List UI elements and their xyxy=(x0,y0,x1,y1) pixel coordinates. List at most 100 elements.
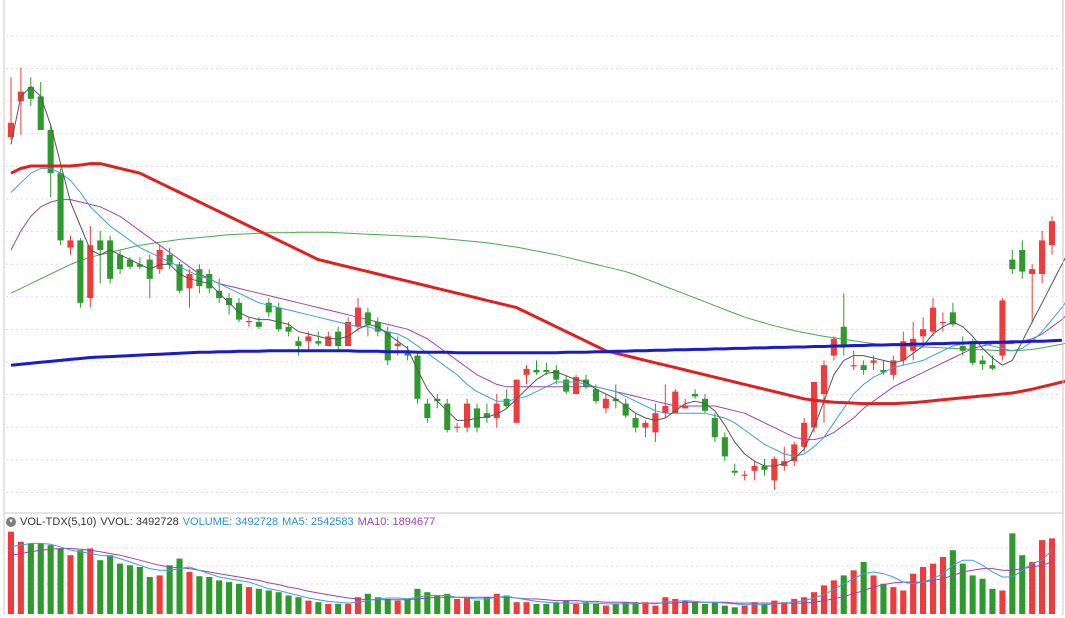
candle-body xyxy=(811,382,818,428)
candle-body xyxy=(989,365,996,369)
candle-body xyxy=(176,264,183,291)
volume-bar xyxy=(156,575,163,614)
candle xyxy=(136,257,143,270)
candle xyxy=(612,384,619,409)
candle-body xyxy=(860,365,867,370)
candle-body xyxy=(37,96,44,130)
candle-body xyxy=(305,336,312,342)
candle xyxy=(830,336,837,361)
candle-body xyxy=(245,321,252,323)
volume-bar xyxy=(107,555,114,614)
candle xyxy=(751,461,758,481)
candle-body xyxy=(731,470,738,473)
candle-body xyxy=(424,403,431,418)
candle xyxy=(811,382,818,433)
volume-bar xyxy=(801,597,808,614)
volume-bar xyxy=(146,577,153,614)
candle-body xyxy=(67,240,74,248)
candle-body xyxy=(464,403,471,428)
vvol-readout: VVOL: 3492728 xyxy=(100,516,179,528)
volume-bar xyxy=(553,602,560,614)
candle xyxy=(414,350,421,404)
volume-bar xyxy=(939,556,946,614)
candle xyxy=(464,398,471,433)
volume-bar xyxy=(464,597,471,614)
candle-body xyxy=(850,365,857,367)
volume-indicator-title: VOL-TDX(5,10) xyxy=(20,516,97,528)
candle-body xyxy=(503,398,510,406)
volume-bar xyxy=(374,597,381,614)
candle xyxy=(662,384,669,418)
volume-bar xyxy=(840,575,847,614)
candle-body xyxy=(136,264,143,267)
candle-body xyxy=(394,343,401,346)
volume-panel[interactable] xyxy=(6,531,1061,614)
volume-bar xyxy=(186,572,193,614)
candle-body xyxy=(156,250,163,270)
candle-body xyxy=(1039,240,1046,274)
candle-body xyxy=(592,389,599,402)
candle xyxy=(156,245,163,274)
price-panel[interactable] xyxy=(6,35,1065,493)
candle-body xyxy=(801,422,808,447)
candle xyxy=(850,350,857,370)
candle xyxy=(206,269,213,294)
ma10-readout: MA10: 1894677 xyxy=(357,516,436,528)
candle-body xyxy=(1048,221,1055,246)
ma-purple-line xyxy=(10,199,1065,441)
volume-bar xyxy=(682,600,689,614)
candle-body xyxy=(701,398,708,411)
candle-body xyxy=(880,370,887,373)
ma5-readout: MA5: 2542583 xyxy=(282,516,354,528)
volume-bar xyxy=(652,605,659,614)
volume-bar xyxy=(791,598,798,614)
volume-bar xyxy=(245,587,252,614)
candle xyxy=(107,235,114,284)
volume-bar xyxy=(1039,540,1046,614)
candle xyxy=(791,442,798,466)
candle-body xyxy=(77,240,84,303)
candle xyxy=(345,317,352,346)
candle xyxy=(513,379,520,423)
candle xyxy=(573,374,580,394)
volume-bar xyxy=(989,588,996,614)
ma-blue-thin-line xyxy=(10,167,1065,457)
candle xyxy=(1048,216,1055,255)
candle xyxy=(761,458,768,476)
candle xyxy=(1009,250,1016,274)
candle xyxy=(1019,240,1026,279)
volume-bar xyxy=(305,600,312,614)
price-gridlines xyxy=(6,35,1061,493)
candle-body xyxy=(652,413,659,433)
candle-body xyxy=(682,406,689,409)
volume-bar xyxy=(632,602,639,614)
candle-body xyxy=(533,370,540,373)
volume-bar xyxy=(454,598,461,614)
candle-body xyxy=(255,322,262,327)
candle-body xyxy=(959,346,966,351)
candle-body xyxy=(236,302,243,320)
candle-body xyxy=(711,418,718,438)
volume-bar xyxy=(325,603,332,614)
volume-bar xyxy=(275,592,282,614)
candle xyxy=(622,398,629,418)
candle xyxy=(949,302,956,327)
candle-body xyxy=(612,398,619,402)
candle xyxy=(97,230,104,284)
candle xyxy=(930,298,937,337)
ma-dark-line xyxy=(10,86,1065,467)
candle-body xyxy=(295,341,302,346)
collapse-circle-icon[interactable]: ▾ xyxy=(6,517,16,527)
volume-bars xyxy=(7,531,1055,614)
candle xyxy=(1039,230,1046,284)
volume-bar xyxy=(255,588,262,614)
candle-body xyxy=(444,403,451,430)
volume-bar xyxy=(196,576,203,614)
candle-body xyxy=(414,355,421,399)
candle-body xyxy=(513,379,520,423)
volume-bar xyxy=(533,603,540,614)
moving-average-lines-overlay xyxy=(10,86,1065,467)
volume-bar xyxy=(404,598,411,614)
candle-body xyxy=(583,379,590,387)
